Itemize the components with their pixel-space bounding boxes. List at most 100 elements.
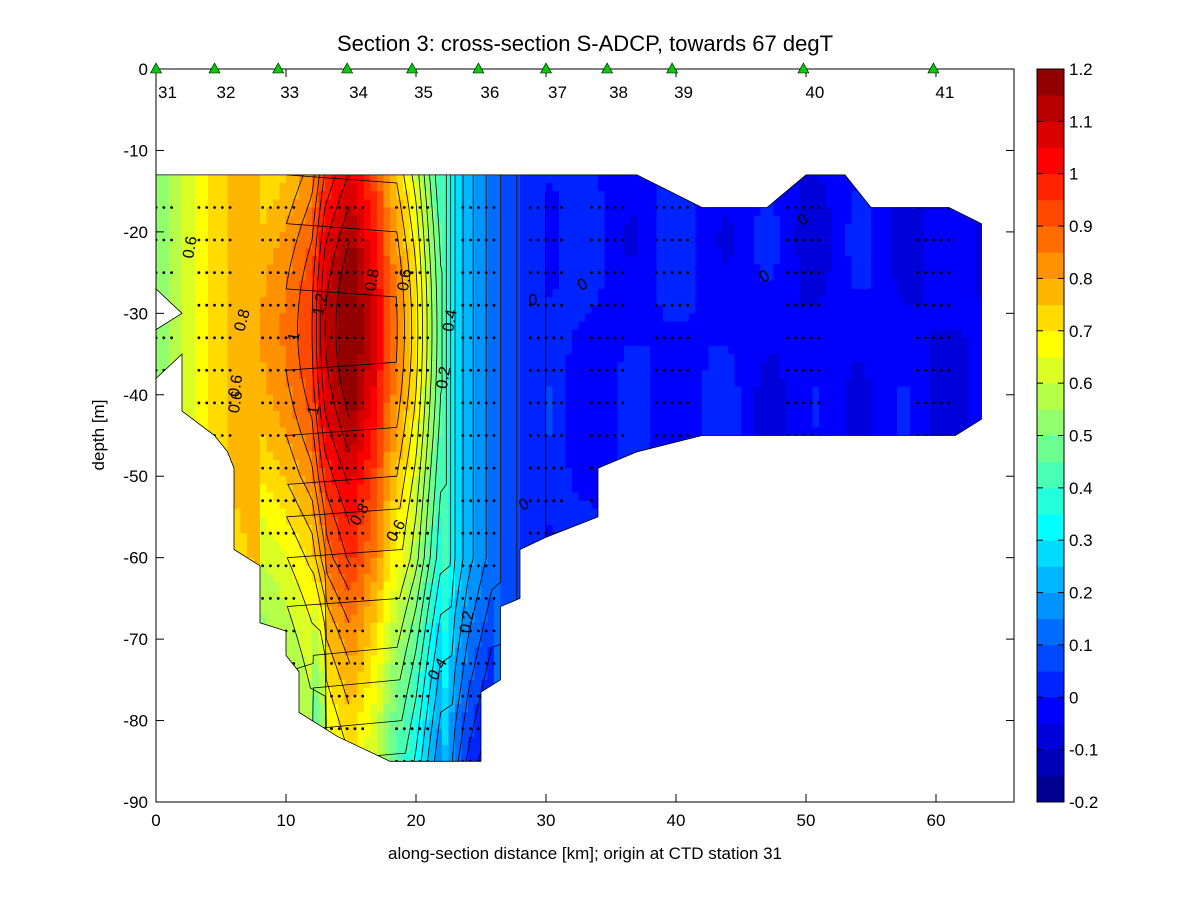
contour-cell [500, 354, 508, 363]
contour-cell [318, 696, 326, 705]
contour-cell [409, 476, 417, 485]
contour-cell [403, 590, 411, 599]
contour-cell [526, 402, 534, 412]
contour-cell [591, 256, 599, 266]
contour-cell [351, 549, 359, 559]
contour-cell [487, 313, 495, 323]
contour-cell [578, 248, 586, 257]
contour-cell [286, 451, 294, 461]
contour-cell [448, 614, 456, 624]
contour-cell [474, 313, 482, 323]
contour-cell [227, 354, 235, 363]
contour-cell [468, 174, 476, 184]
contour-cell [494, 671, 502, 681]
contour-cell [273, 231, 281, 241]
contour-cell [331, 614, 339, 624]
contour-cell [429, 183, 437, 192]
contour-cell [279, 215, 287, 225]
contour-cell [292, 639, 300, 648]
contour-cell [474, 565, 482, 575]
contour-cell [435, 305, 443, 314]
contour-cell [403, 427, 411, 437]
contour-cell [188, 378, 196, 388]
contour-cell [162, 345, 170, 355]
contour-cell [416, 207, 424, 217]
contour-cell [572, 297, 580, 306]
contour-cell [409, 696, 417, 705]
contour-cell [565, 231, 573, 241]
contour-cell [325, 598, 333, 608]
contour-cell [481, 541, 489, 551]
contour-cell [318, 362, 326, 371]
contour-cell [201, 264, 209, 274]
contour-cell [468, 655, 476, 665]
contour-cell [487, 679, 495, 689]
contour-cell [331, 443, 339, 453]
contour-cell [318, 590, 326, 599]
contour-cell [240, 345, 248, 355]
contour-cell [260, 345, 268, 355]
contour-cell [357, 728, 365, 738]
contour-cell [312, 411, 320, 420]
contour-cell [344, 500, 352, 510]
contour-cell [474, 419, 482, 428]
contour-cell [468, 443, 476, 453]
contour-cell [305, 468, 313, 477]
contour-cell [429, 313, 437, 323]
contour-cell [474, 516, 482, 526]
contour-cell [331, 492, 339, 502]
contour-cell [572, 345, 580, 355]
contour-cell [377, 345, 385, 355]
contour-cell [299, 565, 307, 575]
contour-cell [481, 378, 489, 388]
contour-cell [286, 443, 294, 453]
contour-cell [448, 728, 456, 738]
contour-cell [383, 329, 391, 339]
contour-cell [188, 264, 196, 274]
contour-cell [370, 435, 378, 445]
contour-cell [572, 370, 580, 380]
contour-cell [585, 272, 593, 282]
contour-cell [331, 671, 339, 681]
contour-cell [260, 443, 268, 453]
contour-cell [507, 174, 515, 184]
contour-cell [370, 663, 378, 673]
contour-cell [468, 696, 476, 705]
contour-cell [357, 508, 365, 518]
contour-cell [507, 573, 515, 583]
contour-cell [305, 590, 313, 599]
contour-cell [585, 354, 593, 363]
contour-cell [331, 288, 339, 298]
contour-cell [299, 345, 307, 355]
contour-cell [468, 264, 476, 274]
contour-cell [383, 443, 391, 453]
contour-cell [351, 411, 359, 420]
contour-cell [377, 419, 385, 428]
contour-cell [357, 590, 365, 599]
contour-cell [318, 712, 326, 722]
contour-cell [559, 354, 567, 363]
contour-cell [325, 573, 333, 583]
contour-cell [156, 207, 164, 217]
contour-cell [286, 329, 294, 339]
contour-cell [396, 313, 404, 323]
contour-cell [526, 207, 534, 217]
contour-cell [247, 256, 255, 266]
contour-cell [526, 321, 534, 331]
contour-cell [546, 337, 554, 347]
contour-cell [377, 720, 385, 730]
contour-cell [520, 402, 528, 412]
contour-cell [260, 468, 268, 477]
contour-cell [377, 248, 385, 257]
contour-cell [429, 329, 437, 339]
contour-cell [416, 443, 424, 453]
contour-cell [487, 427, 495, 437]
contour-cell [591, 215, 599, 225]
contour-cell [305, 639, 313, 648]
contour-cell [312, 696, 320, 705]
contour-cell [383, 223, 391, 233]
contour-cell [487, 582, 495, 591]
contour-cell [266, 541, 274, 551]
contour-cell [286, 427, 294, 437]
contour-cell [214, 191, 222, 200]
